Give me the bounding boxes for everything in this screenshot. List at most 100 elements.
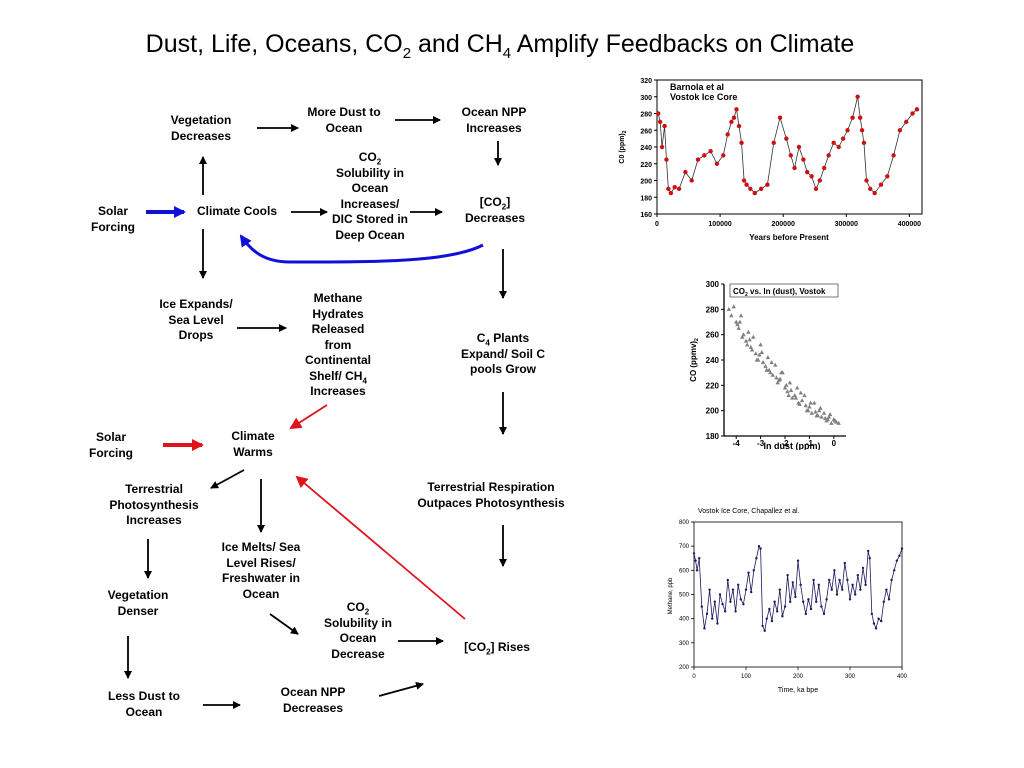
chart3-point xyxy=(744,588,748,591)
chart1-ytick-label: 160 xyxy=(640,212,652,219)
chart3-point xyxy=(750,590,753,594)
node-ocean-npp-decreases: Ocean NPP Decreases xyxy=(280,685,346,715)
chart3-point xyxy=(778,588,781,591)
chart1-point xyxy=(729,119,734,125)
chart2-point xyxy=(737,319,743,324)
chart3-point xyxy=(718,593,722,596)
chart2-ytick-label: 180 xyxy=(706,432,720,441)
chart3-point xyxy=(747,571,750,574)
chart2-point xyxy=(768,370,773,375)
slide-title: Dust, Life, Oceans, CO2 and CH4 Amplify … xyxy=(145,30,855,62)
chart1-point xyxy=(859,128,865,133)
chart3-point xyxy=(830,588,833,591)
chart3-point xyxy=(809,607,813,611)
chart1-point xyxy=(734,107,739,112)
chart2-point xyxy=(812,400,817,405)
node-co2-solubility-decrease: CO2 Solubility in Ocean Decrease xyxy=(324,600,392,661)
chart1-point xyxy=(792,165,797,171)
chart3-point xyxy=(807,598,810,601)
chart2-ylabel-sub: 2 xyxy=(694,338,700,341)
chart1-point xyxy=(736,123,742,129)
chart1-point xyxy=(731,115,737,120)
chart2-point xyxy=(802,393,807,398)
chart2-point xyxy=(751,334,756,339)
chart2-xtick-label: -2 xyxy=(781,439,789,448)
chart3-point xyxy=(867,549,870,553)
chart1-ytick-label: 260 xyxy=(640,128,652,135)
chart2-point xyxy=(788,388,794,392)
chart3-point xyxy=(861,566,865,570)
chart1-point xyxy=(878,182,884,187)
chart2-ytick-label: 280 xyxy=(706,305,720,314)
chart3-point xyxy=(900,547,904,550)
chart1-xtick-label: 200000 xyxy=(772,221,795,228)
chart3-point xyxy=(864,583,867,587)
chart1-point xyxy=(822,165,827,171)
node-c4-plants: C4 Plants Expand/ Soil C pools Grow xyxy=(460,331,545,376)
arrow-npp-co2rises xyxy=(378,681,424,697)
chart1-point xyxy=(804,169,810,175)
chart2-point xyxy=(805,408,811,413)
chart1-point xyxy=(657,119,663,125)
chart2-point xyxy=(776,377,782,382)
chart3-point xyxy=(763,629,766,632)
chart2-xtick-label: -1 xyxy=(806,439,814,448)
chart1-point xyxy=(714,161,720,166)
chart3-point xyxy=(895,559,898,562)
chart1-point xyxy=(868,186,873,192)
node-methane-hydrates: Methane Hydrates Released from Continent… xyxy=(305,291,371,398)
chart2-point xyxy=(749,347,755,352)
chart2-xtick-label: -3 xyxy=(757,439,765,448)
chart1-point xyxy=(741,178,747,183)
chart1-point xyxy=(857,115,863,120)
chart3-point xyxy=(700,605,703,608)
chart2-ytick-label: 300 xyxy=(706,280,720,289)
chart3-point xyxy=(854,593,857,596)
chart2-point xyxy=(774,375,779,380)
chart3-point xyxy=(739,598,742,601)
chart3-point xyxy=(887,598,891,601)
chart1-point xyxy=(813,186,819,192)
chart3-xtick-label: 100 xyxy=(741,674,752,680)
chart3-point xyxy=(856,573,859,577)
chart2-point xyxy=(786,393,791,398)
chart3-point xyxy=(781,615,784,618)
chart1-point xyxy=(817,178,822,183)
chart3-point xyxy=(843,561,846,565)
chart2-point xyxy=(832,418,838,423)
chart2-point xyxy=(766,367,772,372)
node-co2-decreases: [CO2] Decreases xyxy=(464,195,526,225)
chart2-point xyxy=(799,398,805,403)
chart3-ytick-label: 400 xyxy=(679,617,690,623)
chart1-point xyxy=(788,153,793,158)
chart3-point xyxy=(812,578,815,582)
chart3-point xyxy=(705,612,709,616)
node-solar-forcing-2: Solar Forcing xyxy=(89,430,133,460)
node-ocean-npp-increases: Ocean NPP Increases xyxy=(461,105,527,135)
chart3-point xyxy=(757,544,761,548)
chart3-xtick-label: 400 xyxy=(897,674,908,680)
chart2-point xyxy=(758,342,763,347)
chart2-ytick-label: 240 xyxy=(706,356,720,365)
arrow-feedback-blue xyxy=(239,234,484,264)
chart1-point xyxy=(659,144,665,150)
chart3-point xyxy=(799,583,802,587)
chart1-point xyxy=(666,186,671,192)
chart3-point xyxy=(713,600,716,603)
chart3-point xyxy=(703,627,706,630)
chart2-point xyxy=(779,370,784,375)
chart1-ytick-label: 320 xyxy=(640,78,652,85)
node-ice-expands: Ice Expands/ Sea Level Drops xyxy=(159,297,233,342)
chart2-point xyxy=(798,390,804,395)
arrow-icemelts-co2sol xyxy=(269,613,299,635)
chart2-point xyxy=(773,362,778,367)
chart3-point xyxy=(822,612,826,616)
chart2-point xyxy=(796,400,801,405)
chart2-xtick-label: 0 xyxy=(832,439,837,448)
chart3-point xyxy=(768,607,771,611)
chart3-point xyxy=(770,619,774,623)
chart1-xlabel: Years before Present xyxy=(749,233,829,242)
chart3-point xyxy=(828,578,831,582)
chart1-point xyxy=(662,123,667,129)
chart3-point xyxy=(724,610,727,613)
